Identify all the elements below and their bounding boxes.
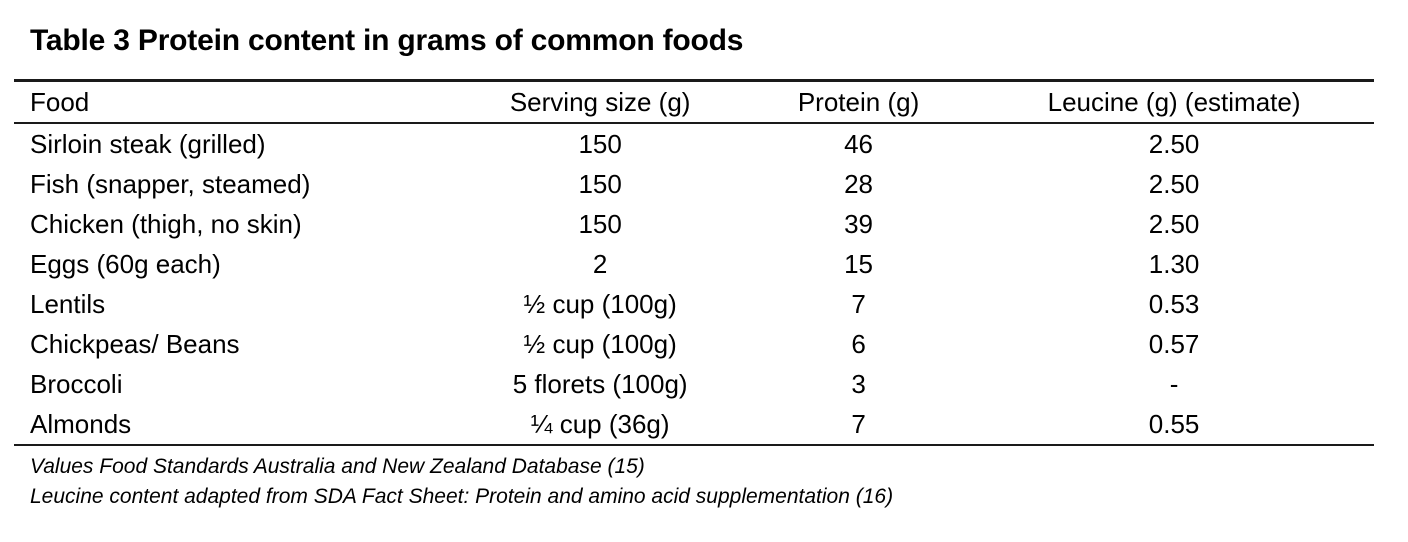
protein-cell: 46 [844, 128, 873, 159]
table-row: Lentils ½ cup (100g) 7 0.53 [14, 284, 1374, 324]
protein-cell: 15 [844, 248, 873, 279]
protein-table: Food Serving size (g) Protein (g) Leucine (… [14, 79, 1374, 446]
protein-cell: 3 [851, 368, 866, 399]
footnotes: Values Food Standards Australia and New … [30, 452, 893, 512]
leucine-cell: 0.57 [1148, 328, 1200, 359]
food-cell: Eggs (60g each) [30, 248, 221, 279]
food-cell: Lentils [30, 288, 106, 319]
food-cell: Broccoli [30, 368, 123, 399]
serving-size-cell: 150 [578, 208, 622, 239]
table-row: Sirloin steak (grilled) 150 46 2.50 [14, 123, 1374, 164]
serving-size-cell: 2 [592, 248, 608, 279]
serving-size-cell: 150 [578, 168, 622, 199]
table-row: Almonds ¼ cup (36g) 7 0.55 [14, 404, 1374, 445]
food-cell: Sirloin steak (grilled) [30, 128, 266, 159]
leucine-cell: 0.53 [1148, 288, 1200, 319]
protein-cell: 28 [844, 168, 873, 199]
table-row: Broccoli 5 florets (100g) 3 - [14, 364, 1374, 404]
protein-cell: 6 [851, 328, 866, 359]
table-row: Eggs (60g each) 2 15 1.30 [14, 244, 1374, 284]
leucine-cell: 2.50 [1148, 208, 1200, 239]
food-cell: Fish (snapper, steamed) [30, 168, 311, 199]
column-header-protein: Protein (g) [742, 80, 975, 124]
footnote: Leucine content adapted from SDA Fact Sh… [30, 485, 894, 508]
leucine-cell: 2.50 [1148, 168, 1200, 199]
food-cell: Chicken (thigh, no skin) [30, 208, 302, 239]
table-title: Table 3 Protein content in grams of comm… [30, 24, 744, 57]
table-body: Sirloin steak (grilled) 150 46 2.50 Fish (sn… [14, 123, 1374, 445]
column-header-leucine: Leucine (g) (estimate) [974, 80, 1374, 124]
leucine-cell: 0.55 [1148, 408, 1200, 439]
protein-cell: 39 [844, 208, 873, 239]
protein-cell: 7 [851, 288, 866, 319]
leucine-cell: 1.30 [1148, 248, 1200, 279]
serving-size-cell: ¼ cup (36g) [530, 408, 670, 439]
table-row: Chicken (thigh, no skin) 150 39 2.50 [14, 204, 1374, 244]
protein-cell: 7 [851, 408, 866, 439]
header-row: Food Serving size (g) Protein (g) Leucine (… [14, 80, 1374, 124]
column-header-serving-size: Serving size (g) [457, 80, 743, 124]
table-header: Food Serving size (g) Protein (g) Leucine (… [14, 80, 1374, 124]
serving-size-cell: 5 florets (100g) [512, 368, 688, 399]
footnote: Values Food Standards Australia and New … [30, 455, 645, 478]
serving-size-cell: ½ cup (100g) [523, 328, 677, 359]
food-cell: Chickpeas/ Beans [30, 328, 240, 359]
table-row: Fish (snapper, steamed) 150 28 2.50 [14, 164, 1374, 204]
leucine-cell: - [1169, 368, 1179, 399]
serving-size-cell: ½ cup (100g) [523, 288, 677, 319]
table-row: Chickpeas/ Beans ½ cup (100g) 6 0.57 [14, 324, 1374, 364]
leucine-cell: 2.50 [1148, 128, 1200, 159]
column-header-food: Food [14, 80, 458, 124]
food-cell: Almonds [30, 408, 132, 439]
serving-size-cell: 150 [578, 128, 622, 159]
